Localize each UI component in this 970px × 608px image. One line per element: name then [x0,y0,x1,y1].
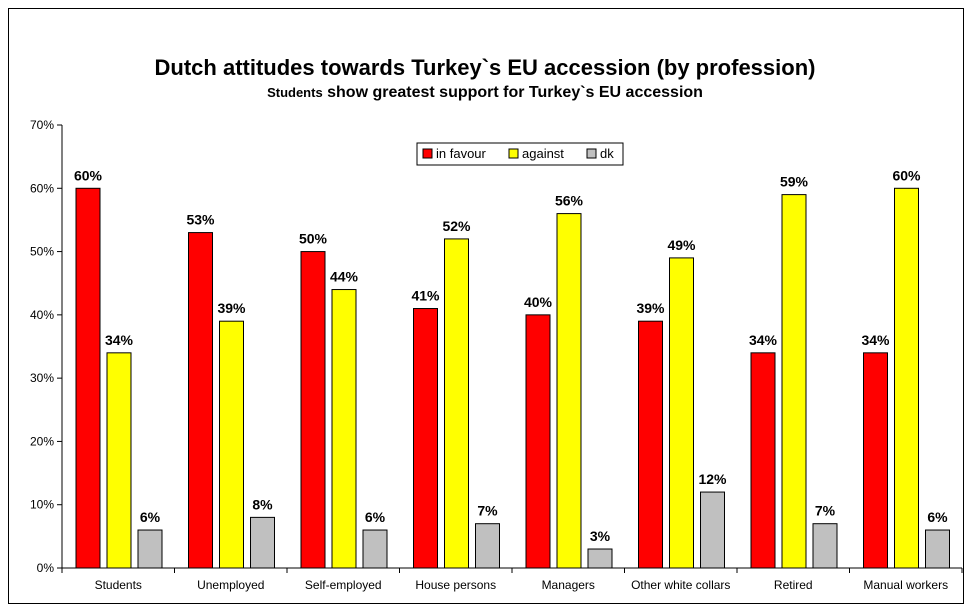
y-tick-label: 20% [30,434,54,448]
data-label: 60% [74,167,103,183]
data-label: 6% [365,509,386,525]
bar-dk [137,529,163,569]
legend-swatch-in-favour [422,148,433,159]
bar-dk [812,523,838,569]
data-label: 7% [815,503,836,519]
legend-label: in favour [436,146,487,161]
data-label: 12% [698,471,727,487]
bar-against [556,213,582,569]
bar-in-favour [75,187,101,569]
x-tick-label: Unemployed [197,578,264,592]
data-label: 34% [105,332,134,348]
chart-subtitle-lead: Students [267,85,323,100]
bar-in-favour [188,232,213,569]
chart-subtitle: Students show greatest support for Turke… [0,84,970,102]
data-label: 59% [780,174,809,190]
bar-against [669,257,694,569]
y-tick-label: 60% [30,181,54,195]
y-tick-label: 70% [30,118,54,132]
data-label: 60% [892,167,921,183]
bar-in-favour [413,308,438,569]
data-label: 44% [330,269,359,285]
data-label: 8% [252,496,273,512]
bar-in-favour [638,320,663,569]
bar-dk [250,516,275,569]
data-label: 34% [861,332,890,348]
x-tick-label: Other white collars [631,578,730,592]
legend-label: dk [600,146,614,161]
y-tick-label: 40% [30,308,54,322]
y-tick-label: 0% [37,561,55,575]
data-label: 56% [555,193,584,209]
data-label: 3% [590,528,611,544]
data-label: 52% [442,218,471,234]
legend-label: against [522,146,564,161]
bar-in-favour [750,352,776,569]
data-label: 50% [299,231,328,247]
data-label: 39% [636,300,665,316]
data-label: 40% [524,294,553,310]
data-label: 7% [477,503,498,519]
legend-swatch-against [508,148,519,159]
data-label: 6% [927,509,948,525]
x-tick-label: Managers [542,578,595,592]
data-label: 39% [217,300,246,316]
x-tick-label: Retired [774,578,813,592]
bar-dk [925,529,950,569]
bar-in-favour [525,314,551,569]
bar-dk [362,529,388,569]
bar-against [444,238,469,569]
y-tick-label: 10% [30,498,54,512]
bar-against [219,320,244,569]
data-label: 6% [140,509,161,525]
data-label: 41% [411,288,440,304]
x-tick-label: Manual workers [863,578,948,592]
data-label: 49% [667,237,696,253]
legend [416,142,624,166]
data-label: 34% [749,332,778,348]
bar-against [331,289,357,569]
x-tick-label: Students [95,578,142,592]
bar-dk [475,523,500,569]
legend-swatch-dk [586,148,597,159]
bar-dk [700,491,725,569]
bar-dk [587,548,613,569]
chart-title: Dutch attitudes towards Turkey`s EU acce… [154,55,816,80]
data-label: 53% [186,212,215,228]
chart-subtitle-rest: show greatest support for Turkey`s EU ac… [322,84,703,101]
y-tick-label: 30% [30,371,54,385]
x-tick-label: Self-employed [305,578,382,592]
bar-in-favour [300,251,326,569]
x-tick-label: House persons [415,578,496,592]
bar-against [106,352,132,569]
y-tick-label: 50% [30,245,54,259]
bar-in-favour [863,352,888,569]
bar-against [894,187,919,569]
bar-against [781,194,807,569]
